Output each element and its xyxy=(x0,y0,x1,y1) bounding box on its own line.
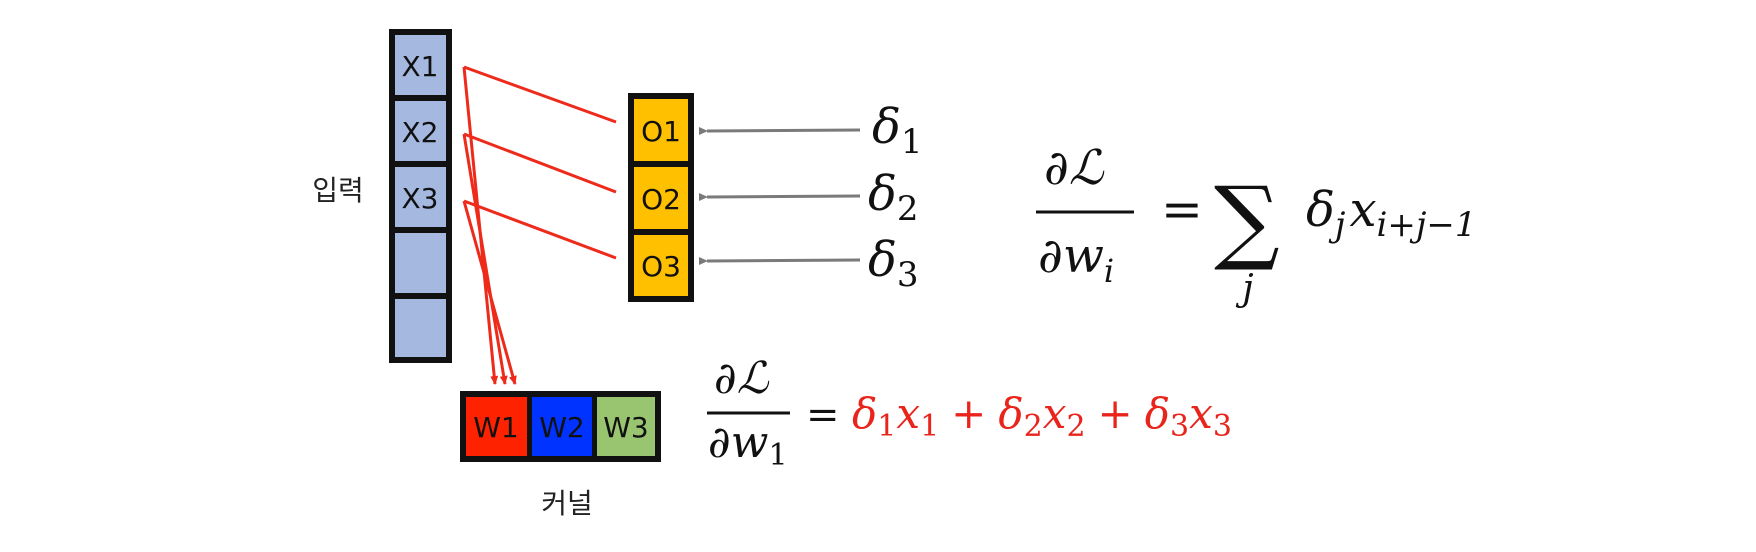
arrow-x2-w1 xyxy=(462,133,508,385)
specific-denominator: ∂w1 xyxy=(708,417,788,473)
input-cell-5 xyxy=(395,299,446,357)
general-summand: δjxi+j−1 xyxy=(1306,182,1477,245)
kernel-cell-w3 xyxy=(597,397,655,456)
delta-arrow-2 xyxy=(698,193,861,202)
output-cell-1 xyxy=(634,99,688,161)
kernel-cell-w2 xyxy=(532,397,592,456)
input-cell-3 xyxy=(395,167,446,227)
input-cell-1 xyxy=(395,35,446,95)
input-label: 입력 xyxy=(312,174,364,207)
general-numerator: ∂ℒ xyxy=(1044,140,1105,196)
connector-x3-o3 xyxy=(463,199,617,260)
output-cell-label-3: O3 xyxy=(641,250,681,283)
general-sum-symbol: ∑ xyxy=(1214,167,1280,274)
delta-label-2: δ2 xyxy=(868,166,919,229)
delta-arrow-3 xyxy=(698,257,861,266)
general-denominator: ∂wi xyxy=(1038,228,1114,290)
connector-x2-o2 xyxy=(463,132,617,194)
specific-expansion: δ1x1 + δ2x2 + δ3x3 xyxy=(852,389,1232,444)
input-cell-label-3: X3 xyxy=(402,182,439,215)
kernel-cell-label-w1: W1 xyxy=(473,411,519,444)
specific-numerator: ∂ℒ xyxy=(714,353,770,404)
delta-arrows xyxy=(698,127,861,266)
input-output-connectors xyxy=(463,65,617,260)
general-formula: ∂ℒ ∂wi = ∑ j δjxi+j−1 xyxy=(1036,140,1477,309)
output-cell-2 xyxy=(634,167,688,229)
specific-equals: = xyxy=(806,392,840,438)
general-sum-index: j xyxy=(1235,268,1253,309)
output-column: O1 O2 O3 xyxy=(628,93,694,302)
kernel-cell-label-w2: W2 xyxy=(539,411,585,444)
output-cell-label-2: O2 xyxy=(641,183,681,216)
input-cell-label-2: X2 xyxy=(402,116,439,149)
kernel-row: W1 W2 W3 xyxy=(460,391,661,462)
input-column: X1 X2 X3 xyxy=(389,29,452,363)
kernel-cell-label-w3: W3 xyxy=(603,411,649,444)
kernel-cell-w1 xyxy=(466,397,527,456)
output-cell-3 xyxy=(634,235,688,296)
kernel-label: 커널 xyxy=(541,487,593,520)
delta-label-1: δ1 xyxy=(872,99,923,162)
delta-label-3: δ3 xyxy=(868,232,919,295)
general-equals: = xyxy=(1161,180,1203,238)
output-cell-label-1: O1 xyxy=(641,115,681,148)
kernel-arrows xyxy=(462,66,517,385)
arrow-x3-w1 xyxy=(462,200,517,385)
input-cell-4 xyxy=(395,233,446,293)
delta-arrow-1 xyxy=(698,127,861,136)
connector-x1-o1 xyxy=(463,65,617,124)
input-cell-label-1: X1 xyxy=(402,50,439,83)
input-cell-2 xyxy=(395,101,446,161)
specific-formula: ∂ℒ ∂w1 = δ1x1 + δ2x2 + δ3x3 xyxy=(707,353,1232,473)
